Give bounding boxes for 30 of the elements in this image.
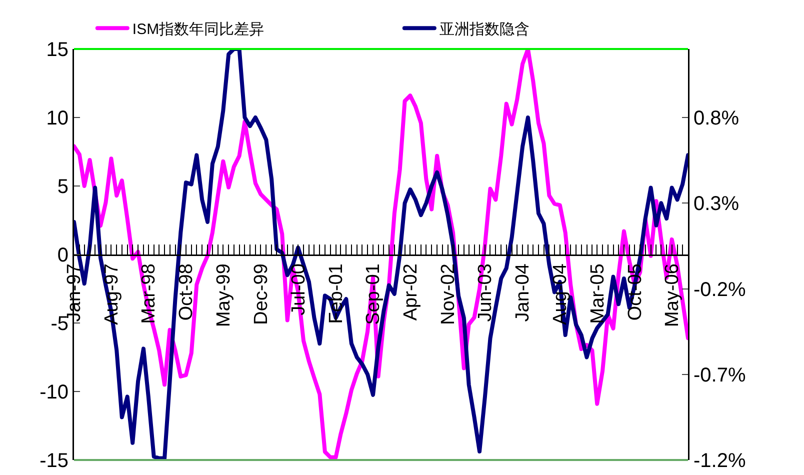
y2-tick-label: -0.7% [694,364,746,386]
legend-label: ISM指数年同比差异 [132,20,264,38]
x-tick-label: Dec-99 [250,264,272,325]
y-tick-label: 15 [46,39,68,61]
y-tick-label: 0 [57,244,68,266]
x-tick-label: Nov-02 [438,264,459,325]
y-tick-label: 10 [46,108,68,130]
x-tick-label: Sep-01 [363,264,384,325]
y2-tick-label: 0.3% [694,193,740,216]
x-tick-label: Mar-98 [138,264,160,324]
x-tick-label: Apr-02 [400,264,422,321]
y2-tick-label: -0.2% [694,278,746,301]
y-tick-label: -5 [50,313,68,335]
x-tick-label: May-99 [213,264,234,327]
x-tick-label: Jan-04 [512,263,534,322]
x-tick-label: Oct-98 [176,264,198,321]
y-tick-label: 5 [57,176,68,198]
x-tick-label: Jun-03 [475,264,496,322]
x-tick-label: Aug-97 [101,264,122,325]
x-tick-label: Aug-04 [550,263,572,325]
x-tick-label: Jul-00 [288,264,310,316]
x-tick-label: Mar-05 [587,264,608,324]
y2-tick-label: 0.8% [694,108,740,130]
y-tick-label: -10 [40,382,68,404]
y-tick-label: -15 [40,450,68,472]
x-tick-label: Feb-01 [326,264,347,324]
y2-tick-label: -1.2% [694,450,746,472]
x-tick-label: May-06 [662,264,684,327]
legend-label: 亚洲指数隐含 [439,20,530,38]
x-tick-label: Oct-05 [624,264,646,321]
